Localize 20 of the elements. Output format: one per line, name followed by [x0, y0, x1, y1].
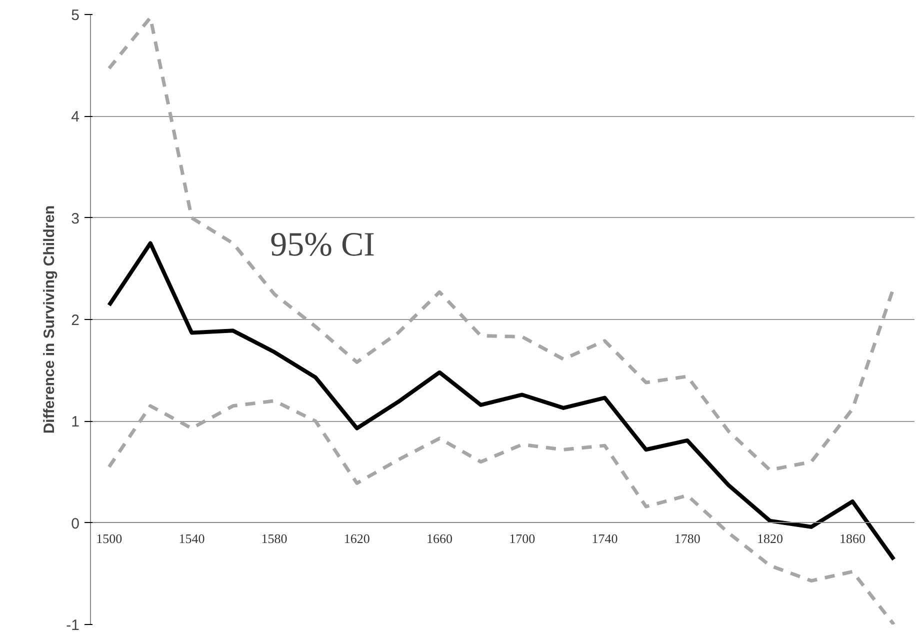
x-tick-label: 1620 — [344, 530, 370, 546]
x-tick-label: 1860 — [840, 530, 866, 546]
y-tick-label: 2 — [71, 312, 80, 329]
x-tick-label: 1660 — [426, 530, 453, 546]
x-tick-label: 1780 — [674, 530, 700, 546]
y-tick-label: -1 — [66, 617, 80, 634]
y-axis-title: Difference in Surviving Children — [41, 205, 58, 434]
y-tick-label: 1 — [71, 414, 80, 431]
x-tick-label: 1540 — [178, 530, 205, 546]
x-tick-label: 1700 — [509, 530, 536, 546]
x-tick-label: 1820 — [756, 530, 783, 546]
y-tick-label: 4 — [71, 108, 80, 126]
x-tick-label: 1740 — [592, 530, 618, 546]
y-tick-label: 5 — [71, 7, 80, 24]
annotation: 95% CI — [270, 226, 375, 264]
line-series — [107, 16, 896, 472]
x-tick-label: 1500 — [96, 530, 122, 546]
x-tick-label: 1580 — [261, 530, 288, 546]
y-tick-label: 0 — [71, 515, 80, 532]
y-tick-label: 3 — [71, 210, 80, 228]
